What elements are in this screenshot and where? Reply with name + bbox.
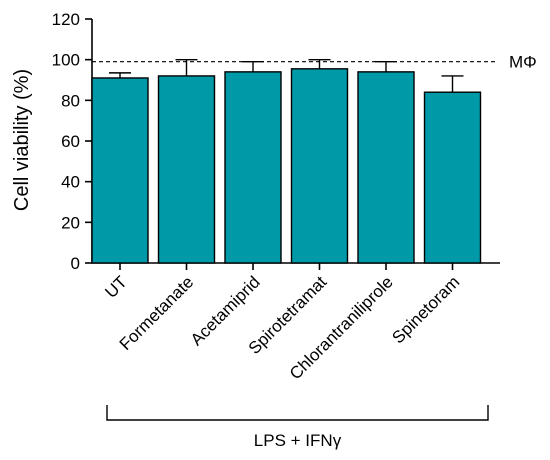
bars: [91, 68, 482, 264]
reference-line-label: MΦ: [509, 53, 537, 72]
y-tick-label: 0: [71, 254, 80, 273]
y-tick-label: 60: [61, 132, 80, 151]
group-label: LPS + IFNγ: [254, 431, 342, 450]
bar: [423, 91, 482, 264]
bar: [91, 77, 149, 264]
y-tick-label: 20: [61, 213, 80, 232]
y-tick-label: 40: [61, 173, 80, 192]
bar: [224, 71, 282, 264]
bar: [290, 68, 349, 264]
bar: [157, 75, 216, 264]
y-axis-title: Cell viability (%): [11, 69, 33, 211]
category-label: UT: [101, 272, 130, 301]
y-tick-label: 100: [52, 51, 80, 70]
group-bracket: LPS + IFNγ: [106, 405, 489, 450]
y-tick-label: 120: [52, 10, 80, 29]
bar: [357, 71, 415, 264]
category-label: Spinetoram: [388, 272, 463, 347]
reference-line-group: MΦ: [92, 53, 537, 72]
y-tick-label: 80: [61, 91, 80, 110]
category-labels: UTFormetanateAcetamipridSpirotetramatChl…: [101, 272, 463, 383]
bracket-line: [106, 405, 489, 421]
